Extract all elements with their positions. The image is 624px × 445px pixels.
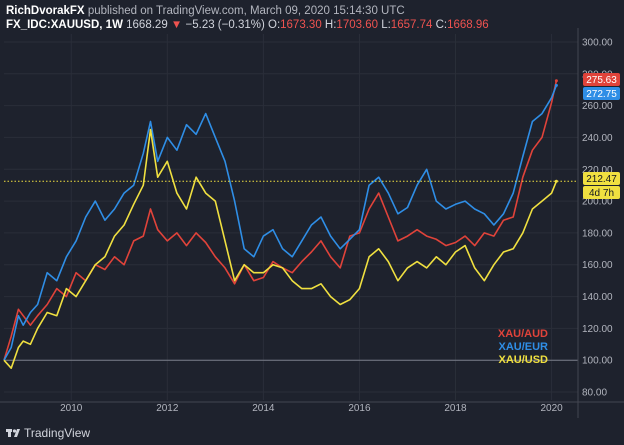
y-tick-label: 80.00 — [582, 388, 607, 399]
aud-price-badge: 275.63 — [586, 75, 617, 86]
grid — [4, 34, 578, 400]
last-price: 1668.29 — [126, 19, 168, 31]
x-tick-label: 2016 — [348, 403, 371, 414]
chart-publisher-line: RichDvorakFX published on TradingView.co… — [6, 4, 405, 18]
legend-usd: XAU/USD — [498, 354, 548, 366]
countdown-badge: 4d 7h — [589, 188, 614, 199]
brand-footer[interactable]: TradingView — [6, 426, 90, 440]
y-tick-label: 180.00 — [582, 228, 613, 239]
last-point-aud — [554, 79, 558, 83]
aud-badge-bg — [583, 73, 620, 86]
low-label: L: — [381, 19, 391, 31]
y-tick-label: 240.00 — [582, 133, 613, 144]
y-tick-label: 300.00 — [582, 37, 613, 48]
y-tick-label: 120.00 — [582, 324, 613, 335]
low-value: 1657.74 — [390, 19, 433, 31]
close-value: 1668.96 — [447, 19, 489, 31]
series-layer — [3, 79, 578, 369]
y-tick-label: 140.00 — [582, 292, 613, 303]
series-line-aud — [3, 80, 558, 361]
change-down-icon: ▼ — [170, 19, 183, 31]
open-label: O: — [268, 19, 281, 31]
usd-badge-bg — [583, 172, 620, 185]
ohlc-line: FX_IDC:XAUUSD, 1W 1668.29 ▼ −5.23 (−0.31… — [6, 18, 489, 32]
published-info: published on TradingView.com, March 09, … — [87, 5, 405, 17]
author-name[interactable]: RichDvorakFX — [6, 5, 85, 17]
tradingview-logo-icon — [6, 429, 20, 437]
legend-eur: XAU/EUR — [498, 341, 548, 353]
y-tick-label: 100.00 — [582, 356, 613, 367]
y-tick-label: 260.00 — [582, 101, 613, 112]
symbol-label[interactable]: FX_IDC:XAUUSD, 1W — [6, 19, 123, 31]
series-line-usd — [3, 128, 558, 369]
price-badges: 275.63 272.75 212.47 4d 7h — [583, 73, 620, 199]
y-tick-label: 160.00 — [582, 260, 613, 271]
y-tick-label: 220.00 — [582, 165, 613, 176]
x-tick-label: 2014 — [252, 403, 275, 414]
price-change: −5.23 (−0.31%) — [185, 19, 265, 31]
open-value: 1673.30 — [280, 19, 322, 31]
usd-price-badge: 212.47 — [586, 174, 617, 185]
x-tick-label: 2012 — [156, 403, 179, 414]
x-tick-label: 2018 — [444, 403, 467, 414]
brand-name: TradingView — [24, 426, 91, 440]
high-label: H: — [324, 19, 337, 31]
close-label: C: — [435, 19, 448, 31]
last-point-usd — [554, 179, 558, 183]
countdown-badge-bg — [583, 186, 620, 199]
eur-badge-bg — [583, 87, 620, 100]
axes: 300.00280.00260.00240.00220.00200.00180.… — [0, 28, 624, 418]
eur-price-badge: 272.75 — [586, 89, 617, 100]
series-line-eur — [3, 85, 558, 361]
legend: XAU/AUD XAU/EUR XAU/USD — [498, 328, 548, 366]
last-point-eur — [554, 83, 558, 87]
x-tick-label: 2010 — [60, 403, 83, 414]
high-value: 1703.60 — [336, 19, 378, 31]
y-tick-label: 200.00 — [582, 197, 613, 208]
x-tick-label: 2020 — [540, 403, 563, 414]
legend-aud: XAU/AUD — [498, 328, 548, 340]
